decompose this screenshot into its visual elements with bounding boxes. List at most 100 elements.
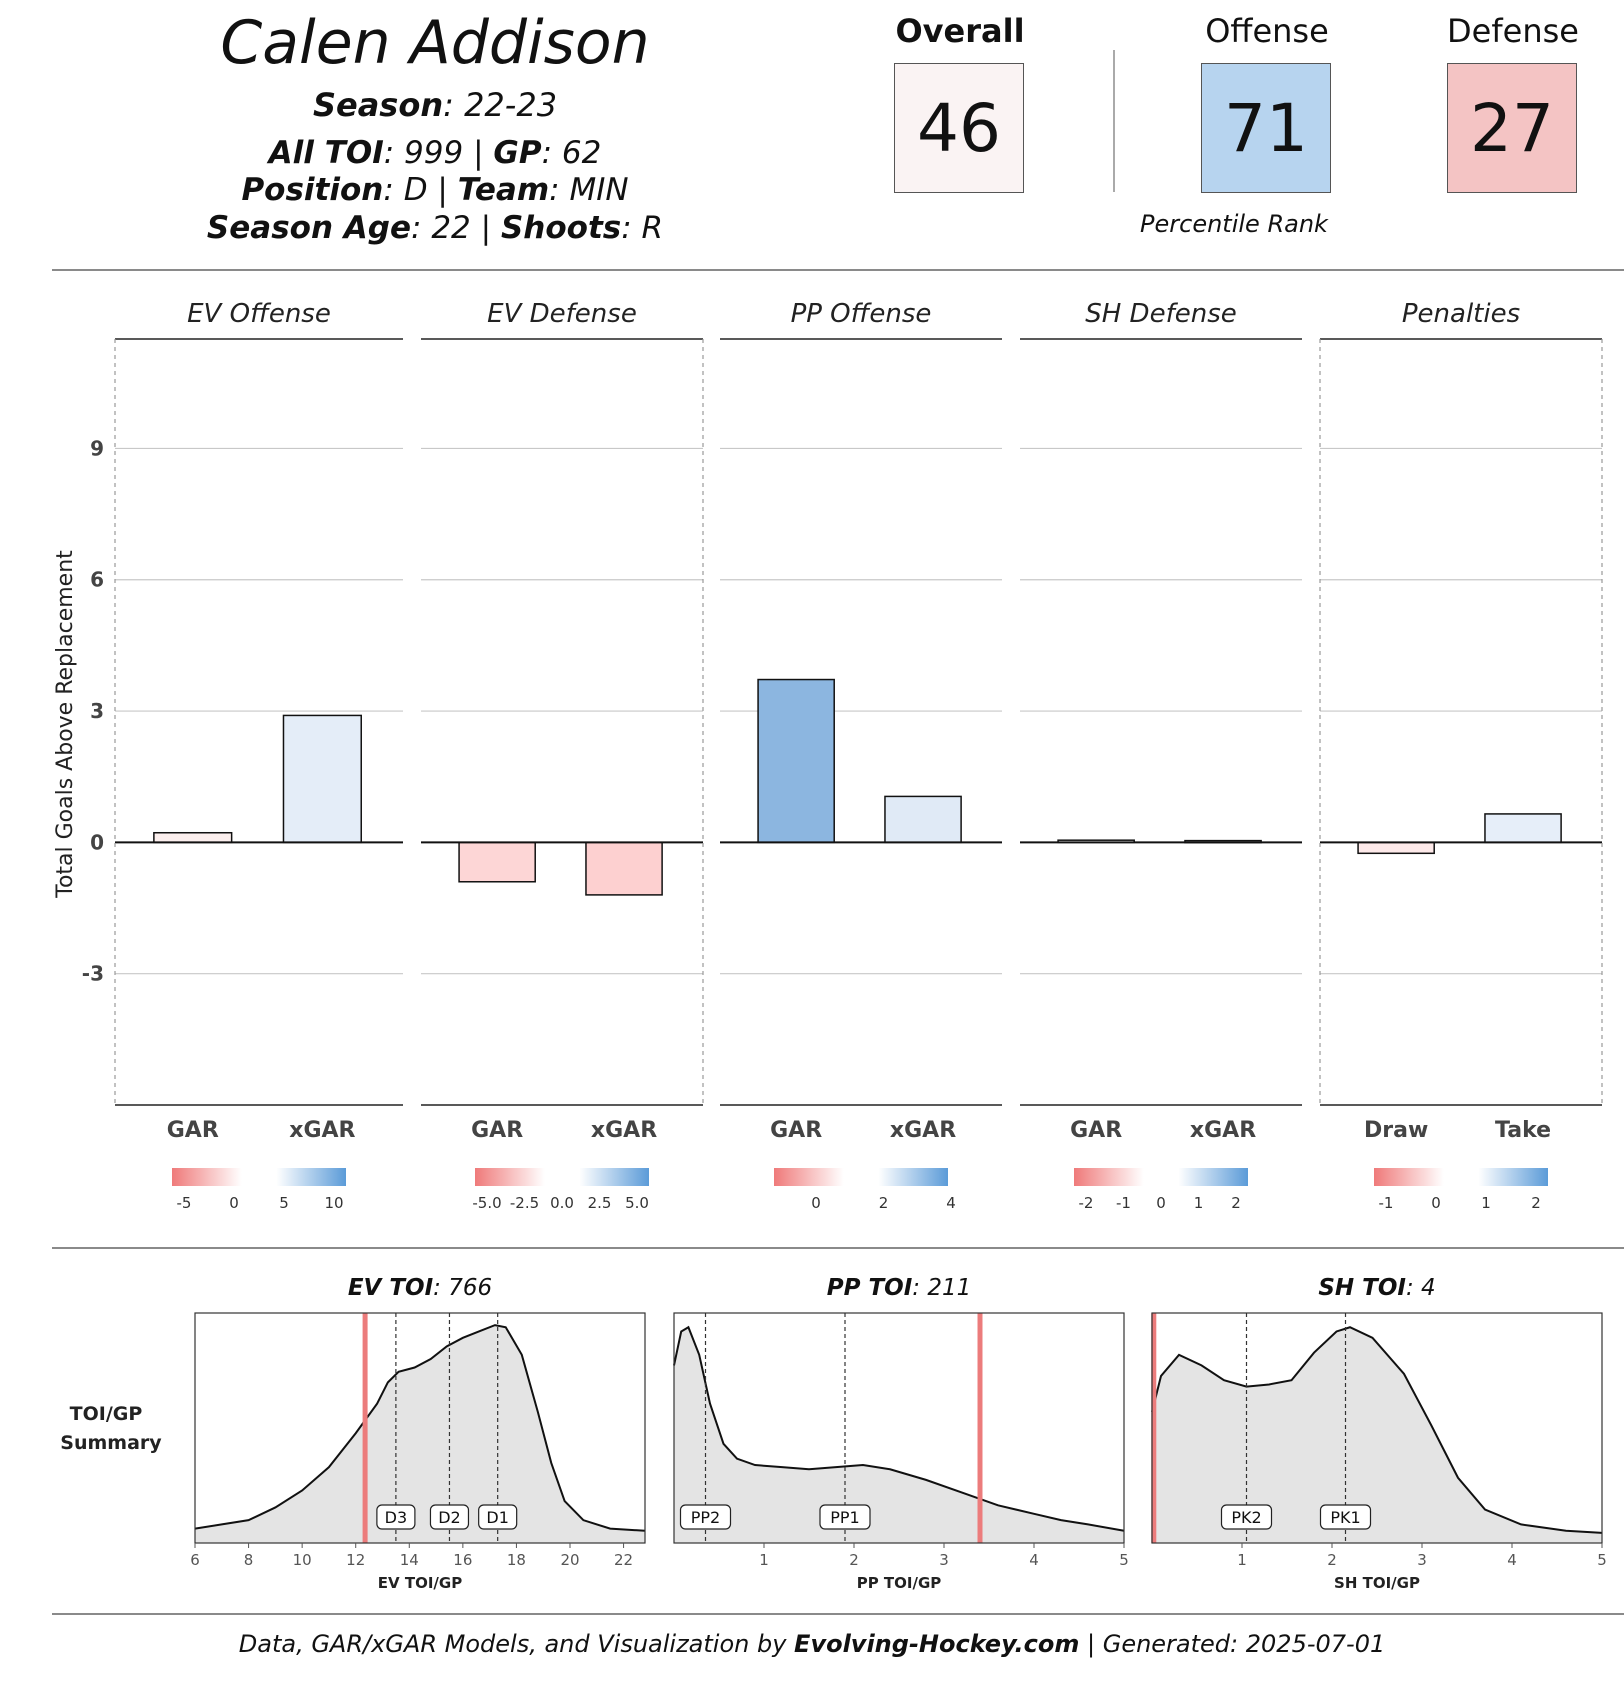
color-legend-tick: -5	[177, 1194, 192, 1212]
color-legend-tick: 0.0	[550, 1194, 574, 1212]
defense-rank-box: 27	[1447, 63, 1577, 193]
x-tick-label: 12	[346, 1551, 365, 1569]
x-axis-label: PP TOI/GP	[857, 1574, 942, 1592]
gp-value: 62	[561, 135, 602, 171]
color-legend-tick: 0	[811, 1194, 821, 1212]
color-legend-tick: 1	[1194, 1194, 1204, 1212]
line-label-box	[1319, 1504, 1372, 1530]
density-frame	[1151, 1312, 1603, 1544]
density-frame	[194, 1312, 646, 1544]
x-tick-label: 6	[190, 1551, 200, 1569]
y-tick-label: 9	[90, 436, 104, 460]
color-legend-bar	[774, 1168, 948, 1186]
panel-title: PP Offense	[791, 299, 932, 329]
y-tick-label: -3	[82, 962, 104, 986]
toi-row-label: TOI/GP	[70, 1403, 143, 1425]
x-tick-label: 1	[1237, 1551, 1247, 1569]
y-tick-label: 0	[90, 830, 104, 854]
offense-rank-box: 71	[1201, 63, 1331, 193]
position-label: Position	[241, 172, 384, 208]
color-legend-tick: 2.5	[588, 1194, 612, 1212]
color-legend-bar	[475, 1168, 649, 1186]
x-tick-label: xGAR	[1190, 1118, 1256, 1143]
age-label: Season Age	[206, 210, 412, 246]
x-tick-label: xGAR	[289, 1118, 355, 1143]
x-tick-label: xGAR	[890, 1118, 956, 1143]
player-name: Calen Addison	[220, 8, 650, 78]
bar-xgar	[585, 841, 663, 896]
shoots-value: R	[641, 210, 664, 246]
x-tick-label: 5	[1119, 1551, 1129, 1569]
x-tick-label: 14	[400, 1551, 419, 1569]
color-legend-tick: -1	[1116, 1194, 1131, 1212]
color-legend-tick: 4	[946, 1194, 956, 1212]
overall-rank-box: 46	[894, 63, 1024, 193]
x-axis-label: EV TOI/GP	[378, 1574, 462, 1592]
color-legend-tick: 0	[1431, 1194, 1441, 1212]
bar-xgar	[884, 795, 962, 844]
color-legend-tick: 5.0	[625, 1194, 649, 1212]
y-tick-label: 3	[90, 699, 104, 723]
x-tick-label: 1	[759, 1551, 769, 1569]
bar-gar	[153, 831, 233, 844]
x-tick-label: 22	[614, 1551, 633, 1569]
toi-value: 999	[404, 135, 464, 171]
line-label-box	[819, 1504, 871, 1530]
bar-gar	[458, 841, 536, 883]
color-legend-tick: -2	[1079, 1194, 1094, 1212]
x-tick-label: 4	[1507, 1551, 1517, 1569]
bar-draw	[1357, 841, 1435, 855]
color-legend-tick: -5.0	[472, 1194, 501, 1212]
color-legend-bar	[172, 1168, 346, 1186]
density-area	[1152, 1327, 1602, 1543]
team-label: Team	[457, 172, 550, 208]
position-value: D	[403, 172, 428, 208]
x-tick-label: GAR	[1070, 1118, 1122, 1143]
panel-title: EV Offense	[187, 299, 331, 329]
panel-title: SH Defense	[1085, 299, 1237, 329]
position-team-line: Position: D | Team: MIN	[241, 172, 629, 208]
x-tick-label: xGAR	[591, 1118, 657, 1143]
color-legend-tick: 1	[1481, 1194, 1491, 1212]
density-area	[674, 1327, 1124, 1543]
density-line	[194, 1324, 646, 1532]
x-axis-label: SH TOI/GP	[1334, 1574, 1420, 1592]
x-tick-label: 3	[1417, 1551, 1427, 1569]
percentile-rank-label: Percentile Rank	[1140, 210, 1328, 238]
x-tick-label: Take	[1495, 1118, 1551, 1143]
rank-divider	[1113, 50, 1115, 192]
line-label: D2	[438, 1508, 461, 1527]
y-tick-label: 6	[90, 568, 104, 592]
team-value: MIN	[569, 172, 629, 208]
line-label: PK2	[1231, 1508, 1261, 1527]
y-axis-label: Total Goals Above Replacement	[53, 550, 78, 899]
x-tick-label: 18	[507, 1551, 526, 1569]
x-tick-label: 16	[453, 1551, 472, 1569]
x-tick-label: Draw	[1364, 1118, 1428, 1143]
footer-prefix: Data, GAR/xGAR Models, and Visualization…	[238, 1630, 795, 1658]
density-line	[1151, 1326, 1603, 1534]
line-label: PP2	[691, 1508, 720, 1527]
x-tick-label: 5	[1597, 1551, 1607, 1569]
line-label-box	[429, 1504, 470, 1530]
color-legend-tick: 0	[229, 1194, 239, 1212]
x-tick-label: 20	[560, 1551, 579, 1569]
density-frame	[673, 1312, 1125, 1544]
footer: Data, GAR/xGAR Models, and Visualization…	[0, 1630, 1624, 1658]
line-label: D1	[486, 1508, 509, 1527]
line-label-box	[1220, 1504, 1273, 1530]
color-legend-tick: 10	[324, 1194, 343, 1212]
footer-site[interactable]: Evolving-Hockey.com	[794, 1630, 1080, 1658]
line-label: D3	[385, 1508, 408, 1527]
x-tick-label: GAR	[770, 1118, 822, 1143]
bar-xgar	[282, 714, 362, 844]
toi-row-label: Summary	[60, 1432, 162, 1454]
line-label-box	[478, 1504, 518, 1530]
color-legend-tick: 0	[1156, 1194, 1166, 1212]
toi-panel-title: SH TOI: 4	[1318, 1275, 1435, 1301]
color-legend-bar	[1374, 1168, 1548, 1186]
color-legend-tick: -2.5	[510, 1194, 539, 1212]
shoots-label: Shoots	[500, 210, 622, 246]
toi-panel-title: PP TOI: 211	[827, 1275, 972, 1301]
